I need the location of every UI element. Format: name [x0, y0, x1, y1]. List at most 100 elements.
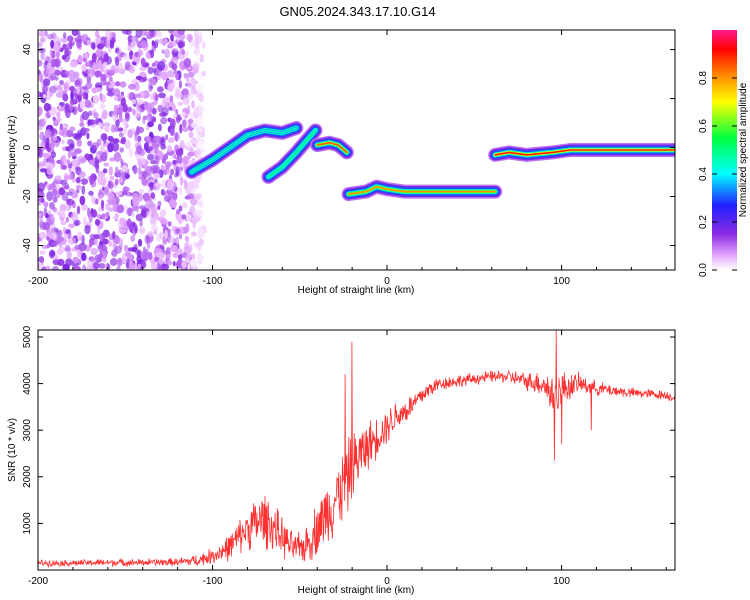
noise-blob — [65, 80, 71, 85]
noise-blob — [116, 265, 121, 270]
noise-blob — [164, 229, 168, 240]
noise-blob — [152, 78, 157, 86]
noise-blob — [90, 42, 96, 50]
noise-blob — [168, 41, 173, 48]
noise-blob — [137, 263, 142, 268]
noise-blob — [121, 30, 130, 35]
noise-blob — [181, 112, 186, 117]
noise-blob — [167, 221, 172, 227]
noise-blob — [87, 110, 93, 117]
noise-blob — [107, 192, 115, 200]
noise-blob — [77, 171, 86, 179]
noise-blob — [43, 115, 48, 123]
x-tick-label: -100 — [203, 276, 223, 287]
noise-blob — [59, 79, 64, 86]
noise-blob — [132, 196, 140, 207]
noise-blob — [118, 132, 124, 138]
noise-blob — [60, 155, 67, 166]
noise-blob — [88, 190, 94, 196]
noise-blob — [109, 175, 115, 181]
noise-blob — [185, 223, 190, 234]
noise-blob — [38, 70, 42, 75]
noise-blob — [187, 80, 193, 89]
noise-blob — [115, 119, 120, 128]
noise-blob — [144, 197, 152, 203]
noise-blob — [166, 79, 171, 85]
noise-blob — [187, 105, 191, 115]
noise-blob — [102, 168, 108, 174]
noise-blob — [83, 128, 90, 132]
noise-blob — [86, 75, 92, 84]
noise-blob — [170, 168, 175, 176]
noise-blob — [48, 183, 57, 189]
noise-blob — [39, 162, 47, 167]
noise-blob — [107, 79, 116, 89]
noise-blob — [133, 81, 140, 92]
noise-blob — [115, 191, 123, 196]
noise-blob — [88, 159, 95, 165]
noise-blob — [114, 81, 121, 87]
noise-blob — [150, 49, 155, 59]
noise-blob — [155, 252, 162, 258]
noise-blob — [150, 204, 158, 214]
noise-blob — [76, 139, 83, 147]
figure-title: GN05.2024.343.17.10.G14 — [279, 4, 436, 19]
noise-blob — [178, 168, 182, 179]
noise-blob — [137, 238, 143, 247]
noise-blob — [199, 95, 205, 102]
noise-blob — [101, 109, 108, 120]
noise-blob — [172, 49, 176, 57]
noise-blob — [40, 197, 45, 203]
noise-blob — [127, 44, 132, 52]
noise-blob — [96, 43, 104, 50]
x-tick-label: 0 — [384, 576, 390, 587]
noise-blob — [91, 209, 98, 218]
noise-blob — [43, 78, 51, 87]
noise-blob — [169, 118, 176, 129]
y-tick-label: 1000 — [22, 512, 33, 535]
noise-blob — [177, 41, 185, 49]
noise-blob — [85, 266, 94, 270]
noise-blob — [98, 121, 102, 128]
noise-blob — [184, 242, 189, 250]
noise-blob — [172, 252, 179, 258]
noise-blob — [67, 35, 74, 42]
noise-blob — [139, 219, 143, 227]
noise-blob — [179, 123, 183, 134]
noise-blob — [105, 211, 110, 218]
noise-blob — [130, 235, 135, 242]
noise-blob — [71, 178, 77, 183]
noise-blob — [168, 30, 175, 34]
spectrogram-y-ticks: -40 -20 0 20 40 — [22, 44, 675, 253]
noise-blob — [182, 144, 186, 149]
noise-blob — [170, 33, 174, 42]
noise-blob — [183, 57, 192, 68]
noise-blob — [74, 71, 80, 79]
y-tick-label: 2000 — [22, 465, 33, 488]
noise-blob — [113, 152, 122, 162]
noise-blob — [70, 211, 79, 222]
noise-blob — [175, 148, 183, 156]
noise-blob — [84, 99, 92, 108]
noise-blob — [153, 173, 160, 179]
noise-blob — [122, 105, 129, 113]
noise-blob — [177, 254, 183, 260]
noise-blob — [68, 40, 73, 50]
x-tick-label: 100 — [553, 576, 570, 587]
noise-blob — [120, 158, 124, 165]
noise-blob — [132, 93, 141, 99]
noise-blob — [136, 259, 144, 265]
noise-blob — [134, 132, 138, 142]
noise-blob — [178, 80, 182, 89]
noise-blob — [134, 224, 138, 234]
noise-blob — [112, 215, 119, 220]
y-tick-label: -40 — [22, 238, 33, 253]
noise-blob — [184, 236, 190, 242]
noise-blob — [103, 186, 109, 194]
noise-blob — [104, 263, 108, 268]
noise-blob — [114, 245, 122, 254]
noise-blob — [158, 258, 165, 265]
noise-blob — [49, 250, 56, 257]
noise-blob — [101, 213, 106, 220]
